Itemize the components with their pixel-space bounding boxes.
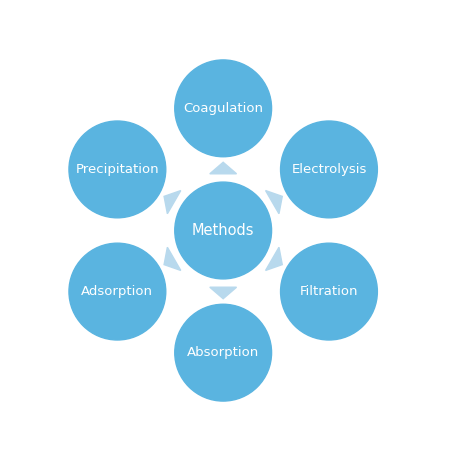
- Circle shape: [69, 243, 166, 340]
- Text: Electrolysis: Electrolysis: [292, 163, 367, 176]
- Circle shape: [69, 121, 166, 218]
- Text: Adsorption: Adsorption: [82, 285, 154, 298]
- Polygon shape: [265, 190, 282, 214]
- Text: Filtration: Filtration: [300, 285, 358, 298]
- Circle shape: [281, 121, 377, 218]
- Text: Coagulation: Coagulation: [183, 102, 263, 115]
- Polygon shape: [210, 162, 237, 174]
- Circle shape: [175, 60, 272, 157]
- Polygon shape: [164, 247, 181, 271]
- Text: Methods: Methods: [192, 223, 255, 238]
- Polygon shape: [164, 190, 181, 214]
- Circle shape: [281, 243, 377, 340]
- Polygon shape: [265, 247, 282, 271]
- Circle shape: [175, 304, 272, 401]
- Circle shape: [175, 182, 272, 279]
- Text: Absorption: Absorption: [187, 346, 259, 359]
- Polygon shape: [210, 287, 237, 299]
- Text: Precipitation: Precipitation: [75, 163, 159, 176]
